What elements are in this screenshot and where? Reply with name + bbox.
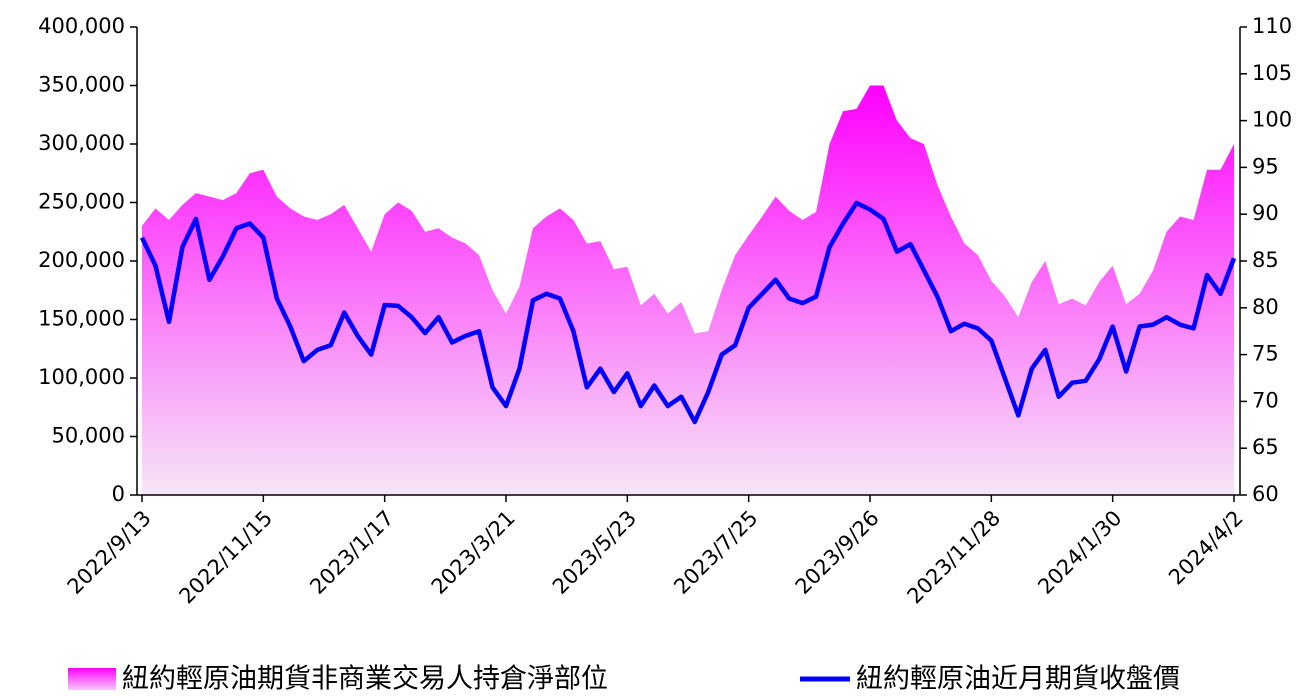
x-tick-label: 2023/3/21 — [427, 506, 520, 599]
y-tick-label: 300,000 — [38, 131, 125, 155]
y-tick-label: 400,000 — [38, 14, 125, 38]
x-tick-label: 2023/1/17 — [305, 506, 398, 599]
y-tick-label: 250,000 — [38, 190, 125, 214]
y2-tick-label: 65 — [1252, 435, 1279, 459]
y2-tick-label: 95 — [1252, 154, 1279, 178]
position-area — [142, 85, 1234, 495]
y2-tick-label: 110 — [1252, 14, 1292, 38]
y-tick-label: 50,000 — [52, 424, 125, 448]
y-tick-label: 0 — [112, 482, 125, 506]
x-tick-label: 2023/5/23 — [548, 506, 641, 599]
legend-label: 紐約輕原油近月期貨收盤價 — [856, 664, 1180, 695]
x-tick-label: 2022/11/15 — [175, 506, 278, 609]
y2-tick-label: 80 — [1252, 295, 1279, 319]
x-tick-label: 2023/11/28 — [903, 506, 1006, 609]
legend-swatch — [68, 668, 116, 690]
price-line — [139, 200, 1237, 425]
x-tick-label: 2024/1/30 — [1033, 506, 1126, 599]
y2-tick-label: 85 — [1252, 248, 1279, 272]
y2-tick-label: 100 — [1252, 108, 1292, 132]
x-tick-label: 2022/9/13 — [63, 506, 156, 599]
x-tick-label: 2024/4/2 — [1164, 506, 1248, 590]
y-tick-label: 200,000 — [38, 248, 125, 272]
y2-tick-label: 75 — [1252, 342, 1279, 366]
y2-tick-label: 105 — [1252, 61, 1292, 85]
x-tick-label: 2023/7/25 — [669, 506, 762, 599]
legend-label: 紐約輕原油期貨非商業交易人持倉淨部位 — [122, 664, 608, 695]
y2-tick-label: 70 — [1252, 388, 1279, 412]
x-tick-label: 2023/9/26 — [791, 506, 884, 599]
y-tick-label: 100,000 — [38, 365, 125, 389]
y-tick-label: 350,000 — [38, 73, 125, 97]
y-tick-label: 150,000 — [38, 307, 125, 331]
y2-tick-label: 90 — [1252, 201, 1279, 225]
y2-tick-label: 60 — [1252, 482, 1279, 506]
